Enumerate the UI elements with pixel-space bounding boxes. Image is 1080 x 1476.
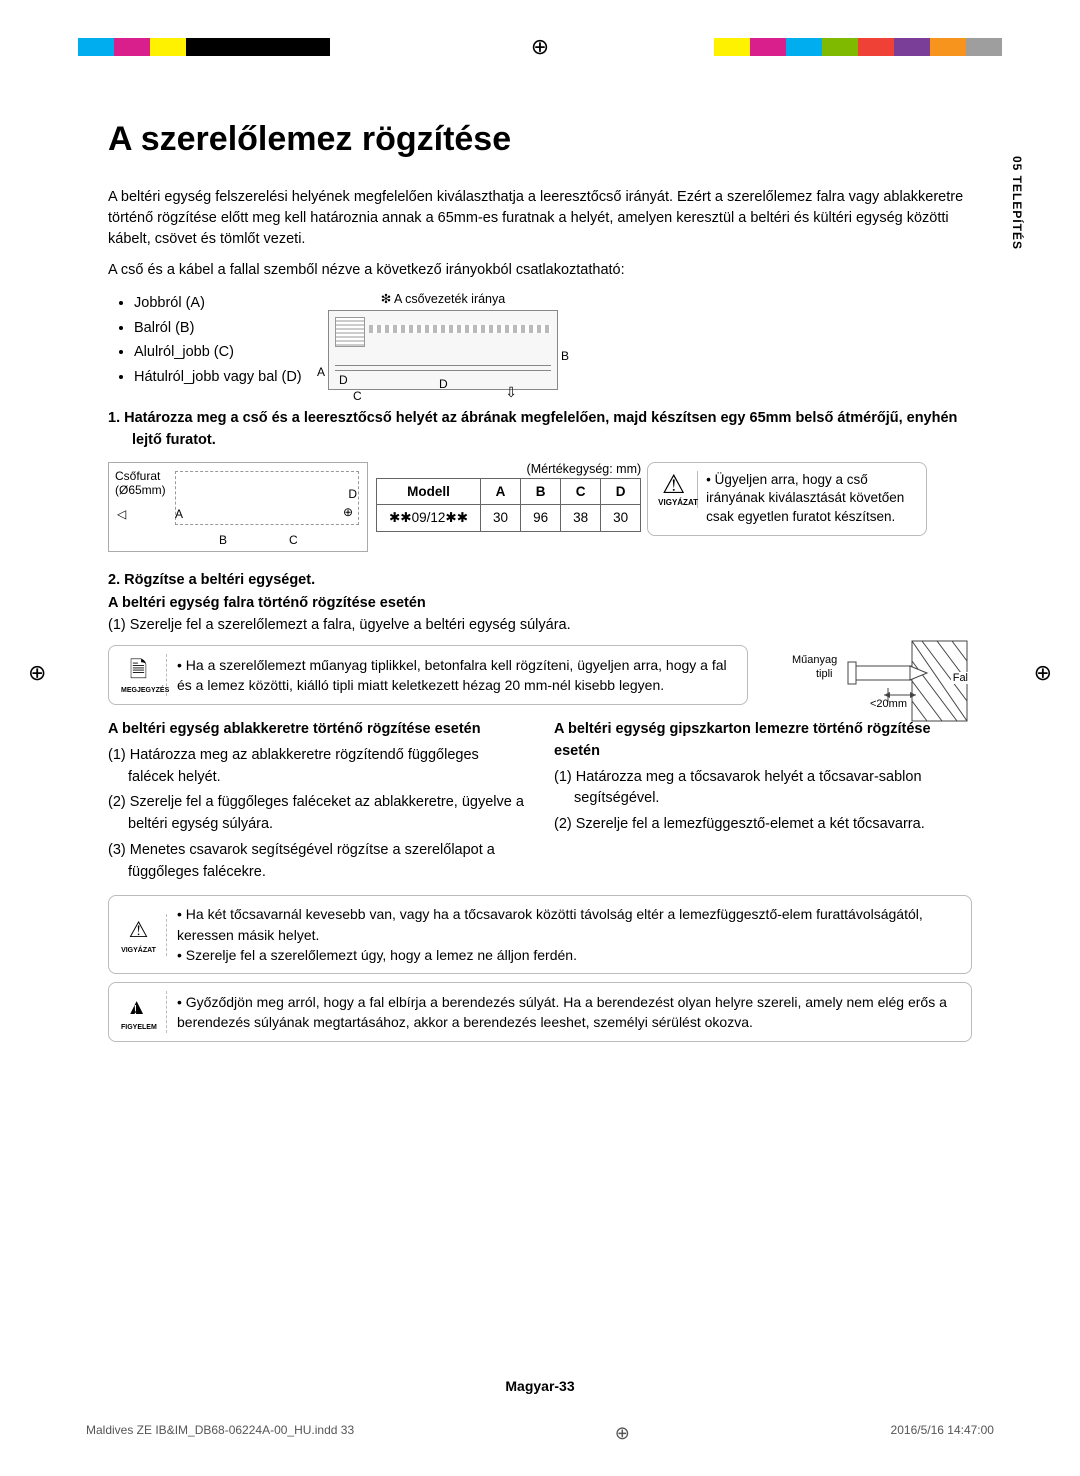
warning-text: • Győződjön meg arról, hogy a fal elbírj… (177, 992, 959, 1033)
intro-paragraph-2: A cső és a kábel a fallal szemből nézve … (108, 260, 972, 281)
col-left-item: (3) Menetes csavarok segítségével rögzít… (108, 840, 526, 884)
anchor-diagram: Műanyag tipli Fal <20mm (792, 636, 972, 726)
dimensions-table-wrap: (Mértékegység: mm) Modell A B C D ✱✱09/1… (376, 462, 641, 532)
list-item: Balról (B) (134, 316, 328, 341)
unit-label: (Mértékegység: mm) (376, 462, 641, 476)
column-right: A beltéri egység gipszkarton lemezre tör… (554, 719, 972, 887)
drill-label-2: (Ø65mm) (115, 483, 166, 497)
two-column-section: A beltéri egység ablakkeretre történő rö… (108, 719, 972, 887)
warning-triangle-icon: ⚠ (658, 471, 689, 497)
th-c: C (561, 478, 601, 504)
footer-metadata: Maldives ZE IB&IM_DB68-06224A-00_HU.indd… (86, 1423, 994, 1444)
section-tab: 05 TELEPÍTÉS (1010, 156, 1024, 250)
registration-mark-bottom-icon: ⊕ (615, 1423, 630, 1444)
ac-unit-diagram: A B C D D ⇩ (328, 310, 558, 390)
anchor-label-2: tipli (816, 668, 833, 680)
note-text-inner: Ha a szerelőlemezt műanyag tiplikkel, be… (177, 657, 727, 693)
wall-mount-step-1: (1) Szerelje fel a szerelőlemezt a falra… (108, 615, 972, 637)
th-d: D (601, 478, 641, 504)
note-icon: 🗎 MEGJEGYZÉS (121, 654, 167, 696)
caution-text-inner: Ügyeljen arra, hogy a cső irányának kivá… (706, 472, 904, 525)
page-content: 05 TELEPÍTÉS A szerelőlemez rögzítése A … (108, 80, 972, 1376)
td-b: 96 (521, 504, 561, 531)
td-c: 38 (561, 504, 601, 531)
col-left-item: (2) Szerelje fel a függőleges faléceket … (108, 792, 526, 836)
diagram-label-b: B (561, 349, 569, 363)
warning-triangle-icon: ⚠ (121, 914, 156, 946)
list-item: Hátulról_jobb vagy bal (D) (134, 365, 328, 390)
warning-triangle-filled-icon: ▲! (121, 991, 156, 1023)
caution2-text-b: Szerelje fel a szerelőlemezt úgy, hogy a… (186, 947, 577, 963)
anchor-svg (792, 636, 972, 726)
diagram-label-d3: D (348, 487, 357, 501)
warning-label: FIGYELEM (121, 1023, 156, 1033)
diagram-label-a2: A (175, 507, 183, 521)
right-color-swatches (714, 38, 1002, 56)
caution-box-1: ⚠ VIGYÁZAT • Ügyeljen arra, hogy a cső i… (647, 462, 927, 537)
document-icon: 🗎 (121, 654, 156, 686)
left-color-swatches (78, 38, 330, 56)
th-model: Modell (377, 478, 481, 504)
warning-text-inner: Győződjön meg arról, hogy a fal elbírja … (177, 994, 947, 1030)
anchor-label-4: <20mm (870, 698, 907, 710)
pipe-direction-diagram: ❇ A csővezeték iránya A B C D D ⇩ (328, 291, 558, 390)
note-text: • Ha a szerelőlemezt műanyag tiplikkel, … (177, 655, 735, 696)
td-model: ✱✱09/12✱✱ (377, 504, 481, 531)
drill-label-1: Csőfurat (115, 469, 160, 483)
wall-mount-subtitle: A beltéri egység falra történő rögzítése… (108, 595, 972, 611)
drill-circle-icon: ⊕ (343, 505, 353, 519)
note-box-1: 🗎 MEGJEGYZÉS • Ha a szerelőlemezt műanya… (108, 645, 748, 705)
th-a: A (481, 478, 521, 504)
anchor-label-1: Műanyag (792, 654, 837, 666)
list-item: Alulról_jobb (C) (134, 340, 328, 365)
registration-mark-left-icon: ⊕ (28, 660, 46, 686)
arrow-down-icon: ⇩ (505, 384, 517, 401)
diagram-label-d: D (339, 373, 348, 387)
step-1: 1. Határozza meg a cső és a leeresztőcső… (108, 408, 972, 452)
drill-hole-diagram: Csőfurat (Ø65mm) ◁ ⊕ B C A D (108, 462, 368, 552)
td-d: 30 (601, 504, 641, 531)
caution-text-list: • Ha két tőcsavarnál kevesebb van, vagy … (177, 904, 959, 965)
page-number: Magyar-33 (505, 1378, 574, 1394)
caution-label: VIGYÁZAT (658, 497, 689, 508)
warning-box: ▲! FIGYELEM • Győződjön meg arról, hogy … (108, 982, 972, 1042)
caution-icon: ⚠ VIGYÁZAT (658, 471, 698, 508)
caution-box-2: ⚠ VIGYÁZAT • Ha két tőcsavarnál kevesebb… (108, 895, 972, 974)
direction-list: Jobbról (A) Balról (B) Alulról_jobb (C) … (108, 291, 328, 390)
list-item: Jobbról (A) (134, 291, 328, 316)
diagram-caption: ❇ A csővezeték iránya (328, 291, 558, 306)
anchor-label-3: Fal (951, 672, 970, 684)
caution-text: • Ügyeljen arra, hogy a cső irányának ki… (706, 471, 916, 528)
intro-paragraph-1: A beltéri egység felszerelési helyének m… (108, 187, 972, 250)
diagram-label-d2: D (439, 377, 448, 391)
col-right-item: (1) Határozza meg a tőcsavarok helyét a … (554, 767, 972, 811)
registration-mark-icon: ⊕ (531, 34, 549, 60)
warning-icon: ▲! FIGYELEM (121, 991, 167, 1033)
caution-label: VIGYÁZAT (121, 946, 156, 956)
diagram-label-b2: B (219, 533, 227, 547)
col-left-title: A beltéri egység ablakkeretre történő rö… (108, 719, 526, 741)
drill-arrow-icon: ◁ (117, 507, 126, 521)
step-2: 2. Rögzítse a beltéri egységet. (108, 570, 972, 592)
th-b: B (521, 478, 561, 504)
td-a: 30 (481, 504, 521, 531)
column-left: A beltéri egység ablakkeretre történő rö… (108, 719, 526, 887)
col-right-item: (2) Szerelje fel a lemezfüggesztő-elemet… (554, 814, 972, 836)
dimensions-table: Modell A B C D ✱✱09/12✱✱ 30 96 38 30 (376, 478, 641, 532)
step1-figures-row: Csőfurat (Ø65mm) ◁ ⊕ B C A D (Mértékegys… (108, 462, 972, 552)
note-label: MEGJEGYZÉS (121, 686, 156, 696)
diagram-label-c2: C (289, 533, 298, 547)
caution-icon: ⚠ VIGYÁZAT (121, 914, 167, 956)
print-registration-bar: ⊕ (0, 32, 1080, 62)
footer-timestamp: 2016/5/16 14:47:00 (891, 1423, 994, 1444)
page-title: A szerelőlemez rögzítése (108, 120, 972, 159)
diagram-label-a: A (317, 365, 325, 379)
registration-mark-right-icon: ⊕ (1034, 660, 1052, 686)
footer-filename: Maldives ZE IB&IM_DB68-06224A-00_HU.indd… (86, 1423, 354, 1444)
diagram-label-c: C (353, 389, 362, 403)
caution2-text-a: Ha két tőcsavarnál kevesebb van, vagy ha… (177, 906, 923, 942)
col-left-item: (1) Határozza meg az ablakkeretre rögzít… (108, 745, 526, 789)
